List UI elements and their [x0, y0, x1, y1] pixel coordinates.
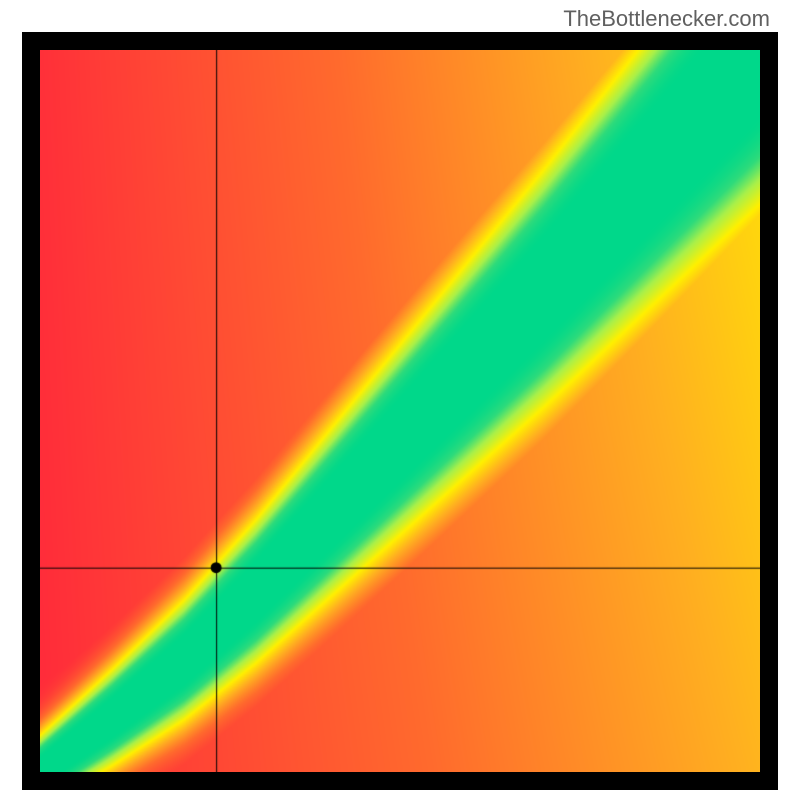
chart-frame	[22, 32, 778, 790]
watermark-text: TheBottlenecker.com	[563, 6, 770, 32]
heatmap-plot	[40, 50, 760, 772]
heatmap-canvas	[40, 50, 760, 772]
